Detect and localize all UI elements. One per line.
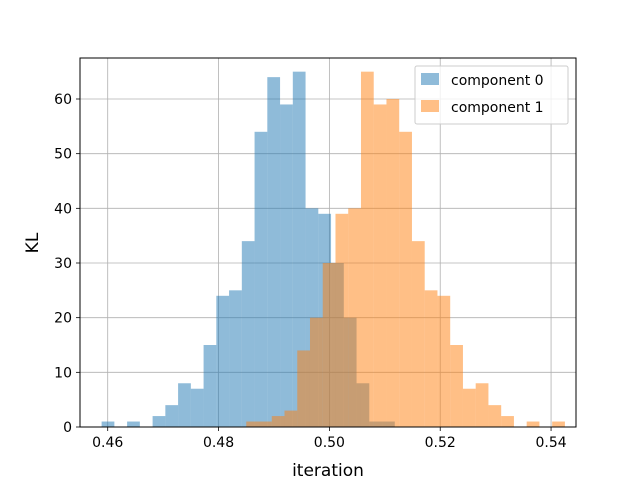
y-tick-label: 40 — [54, 201, 72, 217]
histogram-bar-component-0 — [254, 131, 268, 428]
histogram-bar-component-1 — [462, 388, 476, 427]
histogram-bar-component-1 — [284, 410, 298, 427]
histogram-bar-component-0 — [267, 77, 281, 427]
histogram-bar-component-1 — [411, 241, 425, 427]
histogram-bar-component-0 — [190, 388, 204, 427]
x-tick-label: 0.50 — [314, 435, 345, 451]
plot-frame — [79, 57, 577, 428]
legend-label-component-1: component 1 — [451, 100, 544, 116]
histogram-bar-component-1 — [450, 345, 463, 427]
histogram-bar-component-0 — [241, 241, 255, 427]
legend-swatch-component-0 — [421, 73, 439, 85]
histogram-bar-component-0 — [292, 71, 306, 428]
histogram-bar-component-1 — [297, 350, 310, 427]
histogram-bar-component-1 — [246, 421, 260, 427]
histogram-bar-component-1 — [552, 421, 565, 427]
y-tick-label: 0 — [63, 420, 72, 436]
histogram-bar-component-1 — [335, 213, 349, 427]
histogram-bar-component-1 — [322, 263, 336, 427]
histogram-bar-component-1 — [424, 290, 438, 427]
histogram-bar-component-1 — [309, 317, 323, 427]
axis-ticks: 0.46 0.48 0.50 0.52 0.54 0 10 20 30 40 50 60 — [54, 92, 567, 451]
histogram-bar-component-1 — [271, 416, 285, 427]
y-tick-label: 60 — [54, 92, 72, 108]
histogram-bar-component-1 — [501, 416, 514, 427]
x-tick-label: 0.46 — [92, 435, 123, 451]
histogram-bar-component-0 — [280, 104, 293, 427]
histogram-bar-component-0 — [152, 416, 166, 427]
histogram-bar-component-0 — [165, 405, 179, 427]
histogram-bars — [101, 71, 565, 428]
histogram-bar-component-1 — [259, 421, 272, 427]
y-tick-label: 20 — [54, 311, 72, 327]
histogram-bar-component-1 — [399, 131, 412, 428]
histogram-bar-component-1 — [348, 208, 361, 427]
x-tick-label: 0.48 — [203, 435, 234, 451]
histogram-bar-component-1 — [475, 383, 489, 427]
x-tick-label: 0.52 — [425, 435, 456, 451]
histogram-bar-component-1 — [386, 99, 400, 427]
legend-label-component-0: component 0 — [451, 73, 544, 89]
histogram-bar-component-0 — [229, 290, 242, 427]
histogram-bar-component-1 — [488, 405, 502, 427]
y-tick-label: 50 — [54, 147, 72, 163]
legend-box — [414, 65, 569, 125]
histogram-bar-component-0 — [127, 421, 140, 427]
x-axis-label: iteration — [292, 461, 364, 480]
histogram-bar-component-0 — [101, 421, 115, 427]
histogram-bar-component-1 — [437, 295, 451, 427]
legend: component 0 component 1 — [414, 65, 569, 125]
y-axis-label: KL — [23, 232, 43, 253]
histogram-bar-component-0 — [216, 295, 230, 427]
legend-swatch-component-1 — [421, 100, 439, 112]
y-tick-label: 30 — [54, 256, 72, 272]
histogram-bar-component-1 — [360, 71, 374, 428]
x-tick-label: 0.54 — [535, 435, 566, 451]
y-tick-label: 10 — [54, 365, 72, 381]
histogram-bar-component-1 — [526, 421, 540, 427]
histogram-bar-component-0 — [178, 383, 191, 427]
histogram-bar-component-0 — [203, 345, 217, 427]
histogram-bar-component-1 — [373, 104, 387, 427]
